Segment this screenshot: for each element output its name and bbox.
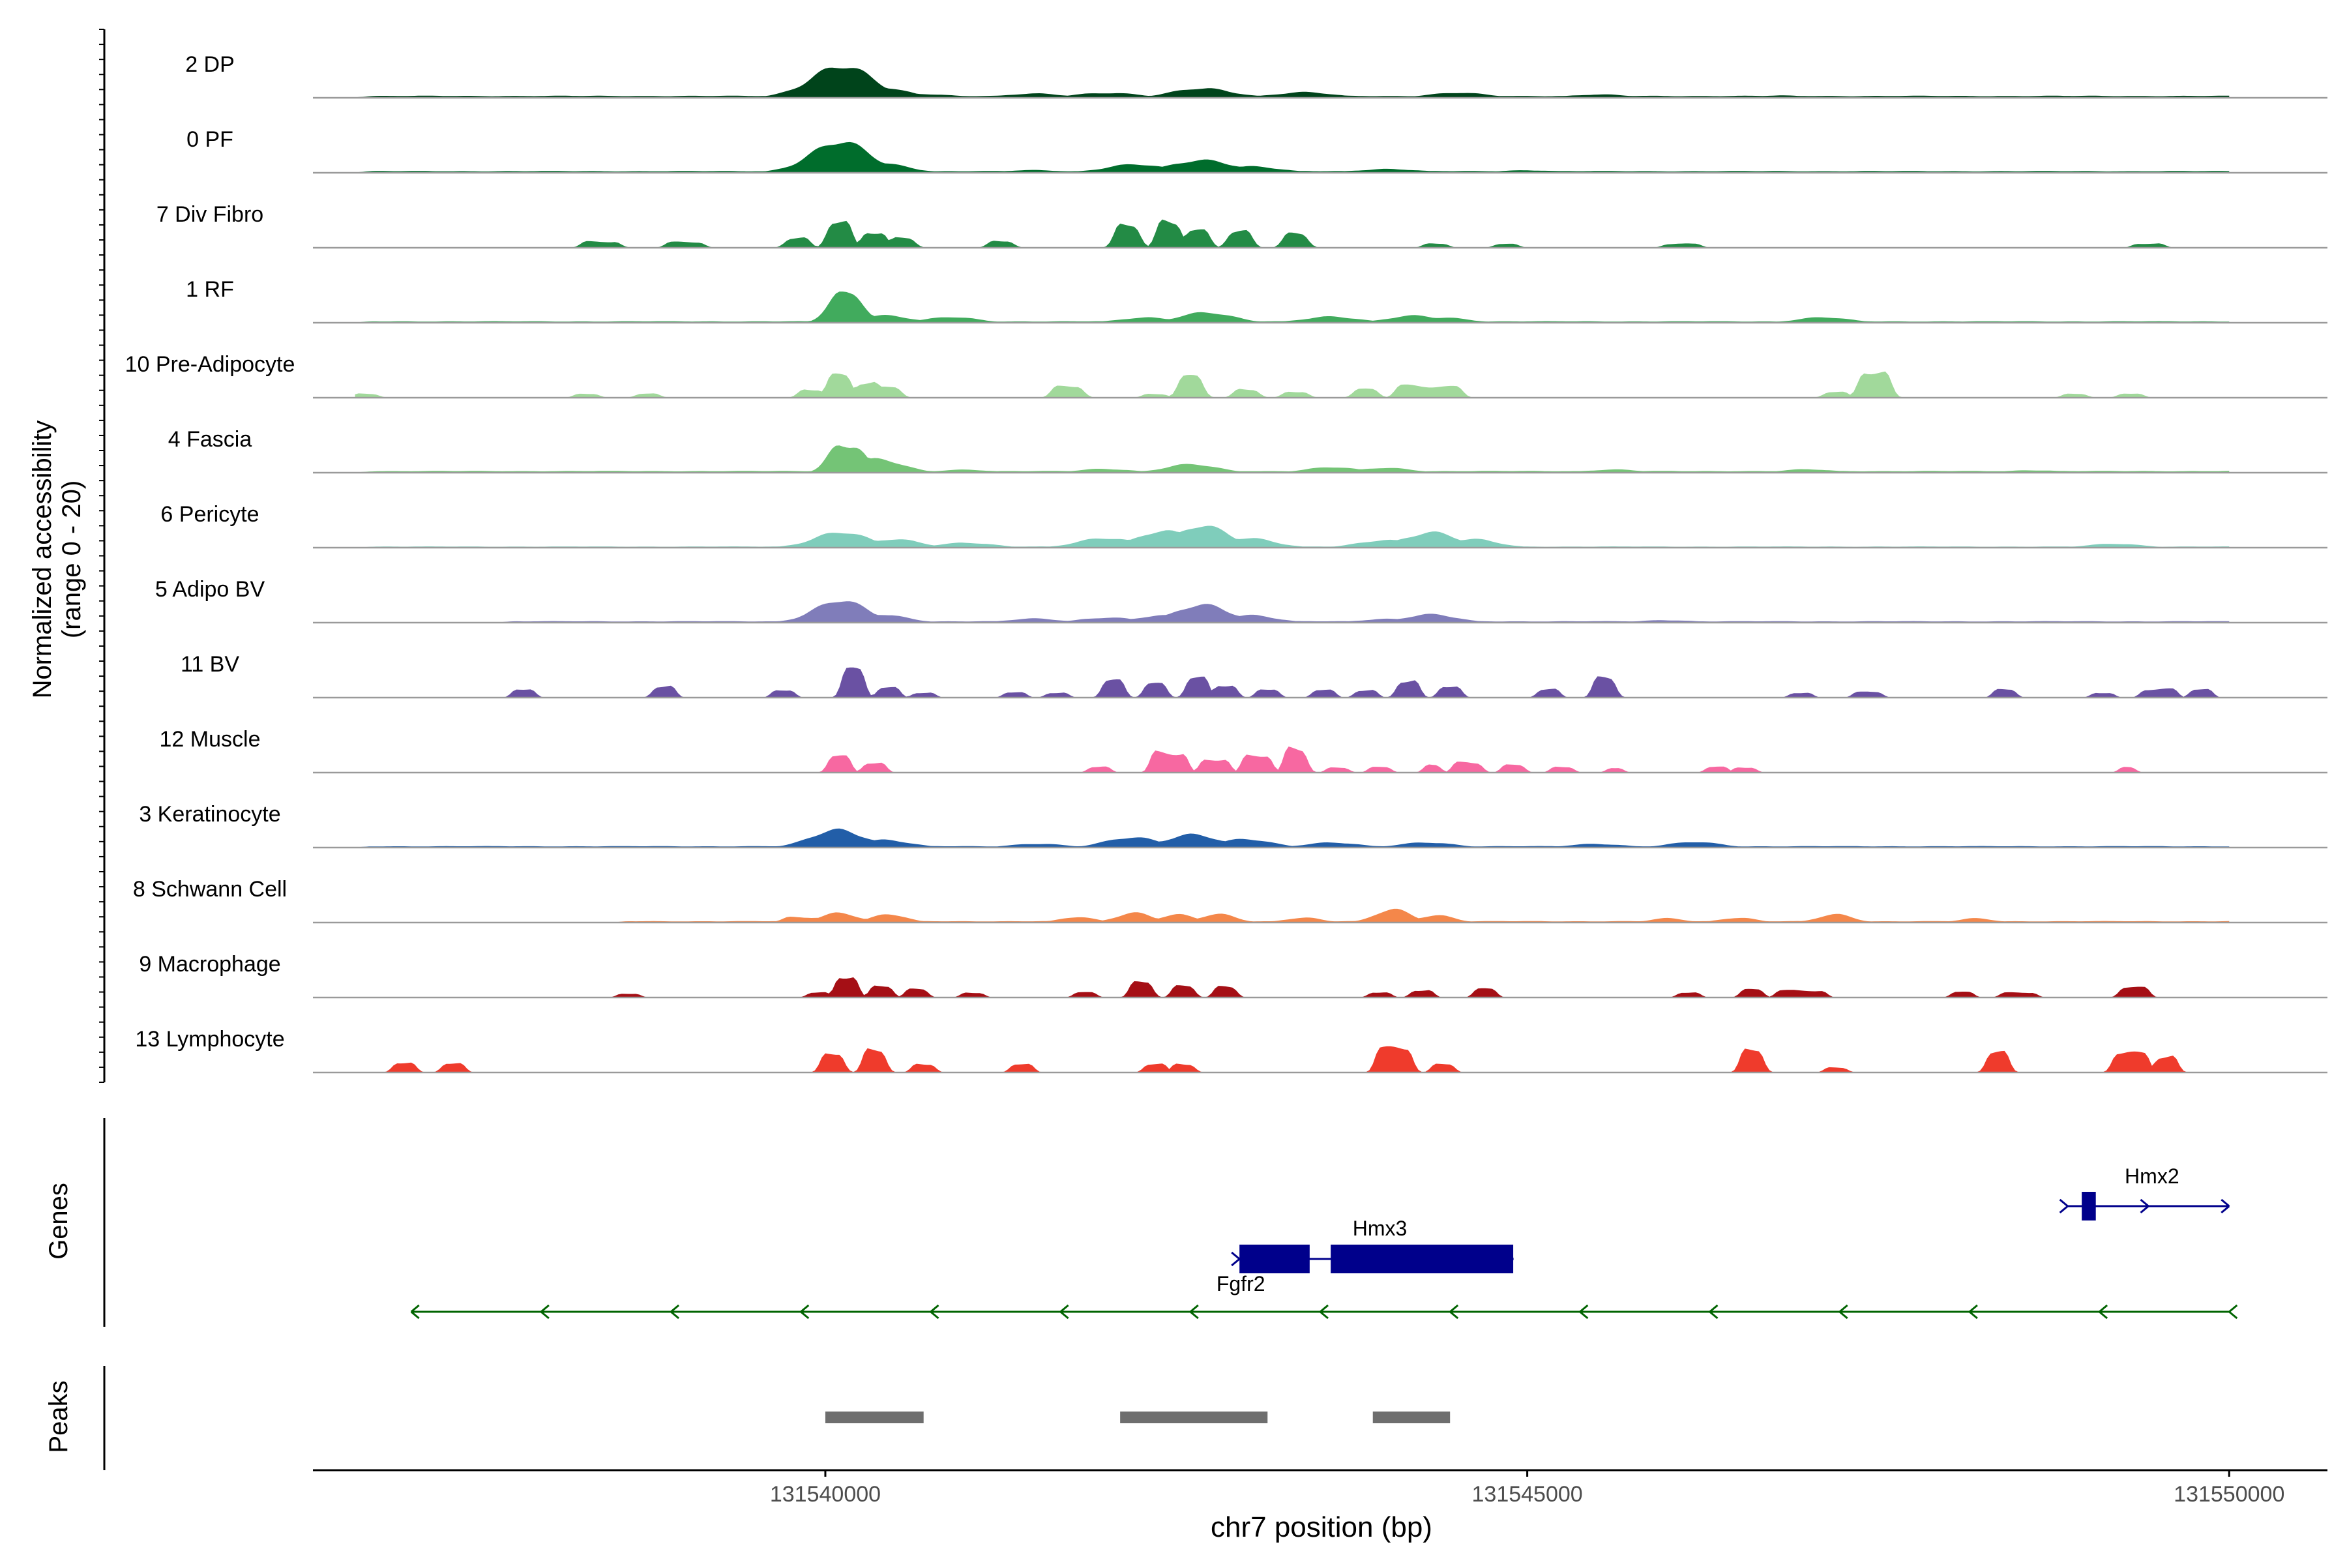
coverage-area-6 <box>355 445 2230 473</box>
peak-panel <box>103 1366 1451 1470</box>
strand-arrow <box>1320 1304 1329 1320</box>
x-tick-label: 131540000 <box>770 1482 881 1507</box>
strand-arrow <box>2228 1304 2238 1320</box>
gene-fgfr2: Fgfr2 <box>410 1272 2238 1320</box>
gene-hmx3: Hmx3 <box>1231 1217 1514 1273</box>
coverage-area-5 <box>355 371 2230 398</box>
track-2: 0 PF <box>186 127 2327 174</box>
track-6: 4 Fascia <box>168 427 2327 474</box>
track-label: 0 PF <box>186 127 233 152</box>
exon <box>1239 1245 1310 1273</box>
strand-arrow <box>800 1304 810 1320</box>
track-label: 7 Div Fibro <box>156 202 263 227</box>
track-label: 4 Fascia <box>168 427 252 452</box>
x-tick-label: 131545000 <box>1472 1482 1583 1507</box>
coverage-area-13 <box>355 977 2230 998</box>
track-label: 1 RF <box>186 277 234 302</box>
coverage-area-2 <box>355 141 2230 173</box>
gene-label: Hmx3 <box>1353 1217 1408 1240</box>
strand-arrow <box>540 1304 550 1320</box>
track-label: 6 Pericyte <box>160 502 259 527</box>
track-14: 13 Lymphocyte <box>135 1027 2327 1074</box>
coverage-area-9 <box>355 667 2230 698</box>
strand-arrow <box>2221 1198 2230 1214</box>
exon <box>2082 1192 2096 1220</box>
strand-arrow <box>410 1304 420 1320</box>
coverage-area-1 <box>355 67 2230 98</box>
track-label: 3 Keratinocyte <box>139 802 280 827</box>
strand-arrow <box>930 1304 939 1320</box>
x-axis-title: chr7 position (bp) <box>1211 1511 1432 1543</box>
y-axis-title-line2: (range 0 - 20) <box>57 481 86 638</box>
exon <box>1331 1245 1514 1273</box>
genes-panel-label: Genes <box>44 1183 73 1260</box>
track-5: 10 Pre-Adipocyte <box>125 352 2327 399</box>
x-tick-label: 131550000 <box>2174 1482 2284 1507</box>
strand-arrow <box>1231 1251 1241 1267</box>
track-1: 2 DP <box>185 52 2327 99</box>
track-8: 5 Adipo BV <box>155 577 2327 624</box>
track-label: 9 Macrophage <box>139 952 280 977</box>
coverage-area-12 <box>355 908 2230 923</box>
track-7: 6 Pericyte <box>160 502 2327 549</box>
track-label: 5 Adipo BV <box>155 577 265 602</box>
peak-bar <box>1120 1412 1268 1423</box>
gene-label: Fgfr2 <box>1217 1272 1265 1295</box>
strand-arrow <box>1059 1304 1069 1320</box>
coverage-area-8 <box>355 601 2230 623</box>
track-11: 3 Keratinocyte <box>139 802 2327 849</box>
axis-titles: Normalized accessibility (range 0 - 20) … <box>28 421 1432 1543</box>
gene-label: Hmx2 <box>2125 1164 2179 1188</box>
coverage-area-11 <box>355 828 2230 848</box>
coverage-area-3 <box>355 219 2230 248</box>
coverage-area-4 <box>355 291 2230 323</box>
track-10: 12 Muscle <box>160 727 2327 774</box>
track-label: 13 Lymphocyte <box>135 1027 284 1052</box>
strand-arrow <box>2140 1198 2149 1214</box>
strand-arrow <box>1968 1304 1978 1320</box>
x-axis: 131540000 131545000 131550000 <box>99 29 2327 1507</box>
gene-annotation-panel: Fgfr2 Hmx3 Hmx2 <box>103 1118 2238 1327</box>
strand-arrow <box>1579 1304 1589 1320</box>
strand-arrow <box>670 1304 680 1320</box>
peak-bar <box>1372 1412 1451 1423</box>
strand-arrow <box>1449 1304 1459 1320</box>
track-label: 12 Muscle <box>160 727 261 752</box>
coverage-area-14 <box>355 1046 2230 1072</box>
strand-arrow <box>1838 1304 1848 1320</box>
coverage-area-7 <box>355 525 2230 548</box>
track-label: 11 BV <box>181 652 239 677</box>
peak-bar <box>825 1412 924 1423</box>
y-axis-title-line1: Normalized accessibility <box>28 421 57 699</box>
strand-arrow <box>2099 1304 2108 1320</box>
track-label: 8 Schwann Cell <box>133 877 287 902</box>
strand-arrow <box>1189 1304 1199 1320</box>
track-3: 7 Div Fibro <box>156 202 2327 249</box>
gene-hmx2: Hmx2 <box>2059 1164 2230 1220</box>
coverage-tracks: 2 DP 0 PF 7 Div Fibro 1 RF 10 Pre-Adipocyte 4… <box>125 52 2327 1074</box>
track-13: 9 Macrophage <box>139 952 2327 999</box>
strand-arrow <box>2059 1198 2069 1214</box>
strand-arrow <box>1709 1304 1719 1320</box>
track-label: 2 DP <box>185 52 235 77</box>
track-12: 8 Schwann Cell <box>133 877 2327 924</box>
track-4: 1 RF <box>186 277 2327 324</box>
track-label: 10 Pre-Adipocyte <box>125 352 295 377</box>
coverage-area-10 <box>355 747 2230 773</box>
peaks-panel-label: Peaks <box>44 1380 73 1453</box>
track-9: 11 BV <box>181 652 2327 699</box>
